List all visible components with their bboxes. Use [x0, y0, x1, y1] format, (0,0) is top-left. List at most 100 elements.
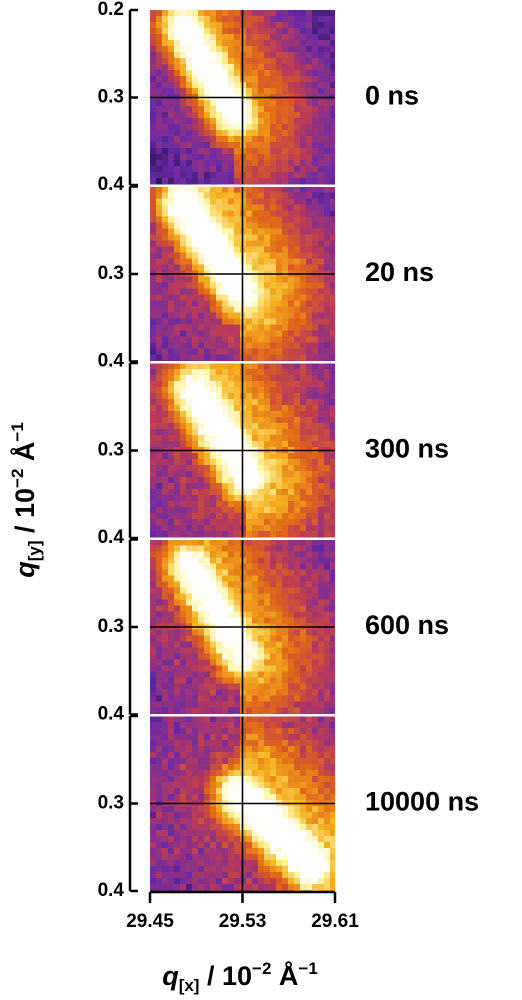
heatmap-cell [270, 204, 277, 211]
heatmap-cell [324, 872, 331, 879]
heatmap-cell [258, 806, 265, 813]
heatmap-cell [324, 178, 331, 185]
heatmap-cell [156, 647, 163, 654]
heatmap-cell [204, 100, 211, 107]
heatmap-cell [228, 776, 235, 783]
heatmap-cell [234, 393, 241, 400]
heatmap-cell [330, 276, 335, 283]
heatmap-cell [288, 435, 295, 442]
heatmap-cell [330, 88, 335, 95]
heatmap-cell [222, 354, 229, 361]
heatmap-cell [258, 575, 265, 582]
heatmap-cell [306, 824, 313, 831]
heatmap-cell [294, 641, 301, 648]
heatmap-cell [324, 312, 331, 319]
heatmap-cell [330, 830, 335, 837]
heatmap-cells [150, 186, 335, 362]
heatmap-cell [288, 848, 295, 855]
heatmap-cell [270, 234, 277, 241]
heatmap-cell [156, 118, 163, 125]
heatmap-cell [168, 836, 175, 843]
heatmap-cell [312, 130, 319, 137]
heatmap-cell [192, 866, 199, 873]
heatmap-cell [198, 665, 205, 672]
heatmap-cell [228, 671, 235, 678]
heatmap-cell [216, 563, 223, 570]
heatmap-cell [264, 519, 271, 526]
heatmap-cell [324, 806, 331, 813]
heatmap-cell [216, 435, 223, 442]
heatmap-cell [258, 695, 265, 702]
heatmap-cell [216, 336, 223, 343]
heatmap-cell [252, 429, 259, 436]
heatmap-cell [318, 824, 325, 831]
heatmap-cell [270, 142, 277, 149]
heatmap-cell [192, 106, 199, 113]
heatmap-cell [264, 318, 271, 325]
heatmap-cell [174, 435, 181, 442]
heatmap-cell [318, 405, 325, 412]
heatmap-cell [228, 142, 235, 149]
heatmap-cell [192, 186, 199, 193]
heatmap-cell [294, 417, 301, 424]
heatmap-cell [234, 441, 241, 448]
heatmap-cell [216, 806, 223, 813]
heatmap-cell [300, 782, 307, 789]
heatmap-cell [222, 794, 229, 801]
heatmap-cell [192, 46, 199, 53]
heatmap-cell [252, 336, 259, 343]
heatmap-cell [282, 581, 289, 588]
heatmap-cell [168, 483, 175, 490]
heatmap-cell [162, 593, 169, 600]
heatmap-cell [300, 40, 307, 47]
heatmap-cell [156, 758, 163, 765]
heatmap-cell [216, 866, 223, 873]
heatmap-cell [318, 707, 325, 714]
heatmap-cell [306, 124, 313, 131]
heatmap-cell [270, 324, 277, 331]
heatmap-cell [288, 599, 295, 606]
heatmap-cell [234, 569, 241, 576]
heatmap-cell [306, 282, 313, 289]
heatmap-cell [282, 76, 289, 83]
heatmap-cell [204, 563, 211, 570]
heatmap-cell [186, 818, 193, 825]
heatmap-cell [156, 28, 163, 35]
heatmap-cell [210, 483, 217, 490]
heatmap-cell [324, 884, 331, 891]
heatmap-cell [270, 222, 277, 229]
heatmap-cell [252, 88, 259, 95]
heatmap-cell [156, 411, 163, 418]
heatmap-cell [156, 830, 163, 837]
heatmap-cell [294, 435, 301, 442]
heatmap-cell [156, 611, 163, 618]
heatmap-cell [234, 198, 241, 205]
heatmap-cell [246, 411, 253, 418]
heatmap-cell [246, 860, 253, 867]
heatmap-cell [246, 551, 253, 558]
heatmap-cell [258, 569, 265, 576]
heatmap-cell [222, 507, 229, 514]
heatmap-cell [228, 794, 235, 801]
heatmap-cell [324, 812, 331, 819]
heatmap-cell [174, 878, 181, 885]
heatmap-cell [210, 234, 217, 241]
heatmap-cell [192, 423, 199, 430]
heatmap-cell [198, 854, 205, 861]
heatmap-cell [300, 477, 307, 484]
heatmap-cell [330, 16, 335, 23]
heatmap-cell [306, 28, 313, 35]
heatmap-cell [198, 423, 205, 430]
heatmap-panel: 300 ns [150, 361, 449, 538]
heatmap-cell [198, 677, 205, 684]
heatmap-cell [318, 228, 325, 235]
heatmap-cell [300, 836, 307, 843]
heatmap-cell [264, 812, 271, 819]
heatmap-cell [306, 10, 313, 17]
heatmap-cell [288, 764, 295, 771]
heatmap-cell [180, 369, 187, 376]
heatmap-cell [210, 728, 217, 735]
heatmap-cell [264, 477, 271, 484]
heatmap-cell [204, 178, 211, 185]
heatmap-cell [312, 471, 319, 478]
